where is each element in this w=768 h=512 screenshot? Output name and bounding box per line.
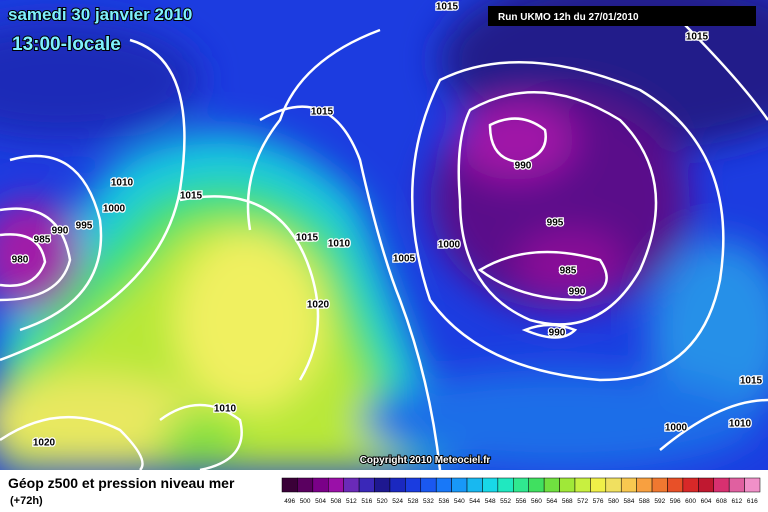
scale-label: 528 (408, 498, 419, 505)
run-label: Run UKMO 12h du 27/01/2010 (498, 12, 639, 23)
scale-label: 608 (716, 498, 727, 505)
scale-swatch (466, 477, 483, 493)
scale-swatch (559, 477, 576, 493)
scale-swatch (497, 477, 514, 493)
scale-swatch (744, 477, 761, 493)
scale-swatch (389, 477, 406, 493)
isobar-labels: 1015 1015 1015 1010 1000 1015 990 995 985 980 1015… (10, 0, 763, 450)
scale-label: 508 (331, 498, 342, 505)
scale-swatch (358, 477, 375, 493)
isobar-label: 1010 (111, 178, 134, 189)
isobar-label: 1010 (729, 419, 752, 430)
scale-swatch (574, 477, 591, 493)
scale-swatch (451, 477, 468, 493)
isobar-label: 1015 (740, 376, 763, 387)
scale-swatch (590, 477, 607, 493)
isobar-label: 1015 (311, 107, 334, 118)
map-field: 1015 1015 1015 1010 1000 1015 990 995 985 980 1015… (0, 0, 768, 470)
isobar-label: 995 (547, 218, 564, 229)
scale-label: 584 (624, 498, 635, 505)
scale-swatch (435, 477, 452, 493)
scale-swatch (682, 477, 699, 493)
scale-label: 592 (654, 498, 665, 505)
scale-swatch (374, 477, 391, 493)
scale-label: 572 (577, 498, 588, 505)
isobar-label: 1020 (307, 300, 330, 311)
scale-label: 588 (639, 498, 650, 505)
isobar-label: 995 (76, 221, 93, 232)
isobar-label: 1015 (436, 2, 459, 13)
scale-label: 580 (608, 498, 619, 505)
isobar-label: 1015 (180, 191, 203, 202)
scale-swatch (528, 477, 545, 493)
scale-swatch (636, 477, 653, 493)
isobar-label: 985 (560, 266, 577, 277)
scale-swatch (651, 477, 668, 493)
scale-label: 520 (377, 498, 388, 505)
scale-label: 500 (300, 498, 311, 505)
color-scale: 496 500 504 508 512 516 520 524 528 532 536 540 544 5… (281, 477, 761, 505)
scale-swatch (620, 477, 637, 493)
scale-swatch (513, 477, 529, 493)
scale-label: 556 (516, 498, 527, 505)
isobar-label: 1000 (665, 423, 688, 434)
scale-label: 496 (284, 498, 295, 505)
scale-swatch (297, 477, 314, 493)
scale-label: 596 (670, 498, 681, 505)
isobar-label: 1020 (33, 438, 56, 449)
scale-label: 568 (562, 498, 573, 505)
scale-label: 516 (361, 498, 372, 505)
scale-swatch (420, 477, 437, 493)
copyright: Copyright 2010 Meteociel.fr (360, 455, 491, 466)
lead-time: (+72h) (10, 495, 43, 507)
scale-swatch (605, 477, 622, 493)
scale-label: 564 (546, 498, 557, 505)
scale-label: 536 (438, 498, 449, 505)
scale-swatch (713, 477, 730, 493)
date-label: samedi 30 janvier 2010 (8, 5, 192, 24)
scale-label: 504 (315, 498, 326, 505)
isobar-label: 1005 (393, 254, 416, 265)
scale-swatch (698, 477, 714, 493)
isobar-label: 1000 (103, 204, 126, 215)
scale-label: 540 (454, 498, 465, 505)
isobar-label: 1015 (296, 233, 319, 244)
scale-label: 576 (593, 498, 604, 505)
scale-swatch (728, 477, 745, 493)
scale-swatch (405, 477, 422, 493)
isobar-label: 985 (34, 235, 51, 246)
scale-label: 548 (485, 498, 496, 505)
scale-swatch (328, 477, 344, 493)
isobar-label: 990 (569, 287, 586, 298)
scale-label: 616 (747, 498, 758, 505)
scale-swatch (312, 477, 329, 493)
isobar-label: 1000 (438, 240, 461, 251)
scale-swatch (482, 477, 499, 493)
run-box (488, 6, 756, 26)
scale-swatch (281, 477, 298, 493)
scale-label: 532 (423, 498, 434, 505)
scale-swatch (343, 477, 360, 493)
isobar-label: 990 (52, 226, 69, 237)
isobar-label: 1010 (214, 404, 237, 415)
isobar-label: 980 (12, 255, 29, 266)
isobar-label: 990 (515, 161, 532, 172)
scale-label: 524 (392, 498, 403, 505)
isobar-label: 1010 (328, 239, 351, 250)
scale-label: 600 (685, 498, 696, 505)
scale-label: 560 (531, 498, 542, 505)
scale-swatch (543, 477, 560, 493)
scale-label: 612 (731, 498, 742, 505)
time-label: 13:00-locale (12, 34, 121, 55)
scale-label: 544 (469, 498, 480, 505)
scale-label: 512 (346, 498, 357, 505)
scale-label: 552 (500, 498, 511, 505)
isobar-label: 990 (549, 328, 566, 339)
isobar-label: 1015 (686, 32, 709, 43)
legend-title: Géop z500 et pression niveau mer (8, 475, 235, 491)
isobars (0, 19, 768, 470)
scale-label: 604 (701, 498, 712, 505)
scale-swatch (667, 477, 684, 493)
